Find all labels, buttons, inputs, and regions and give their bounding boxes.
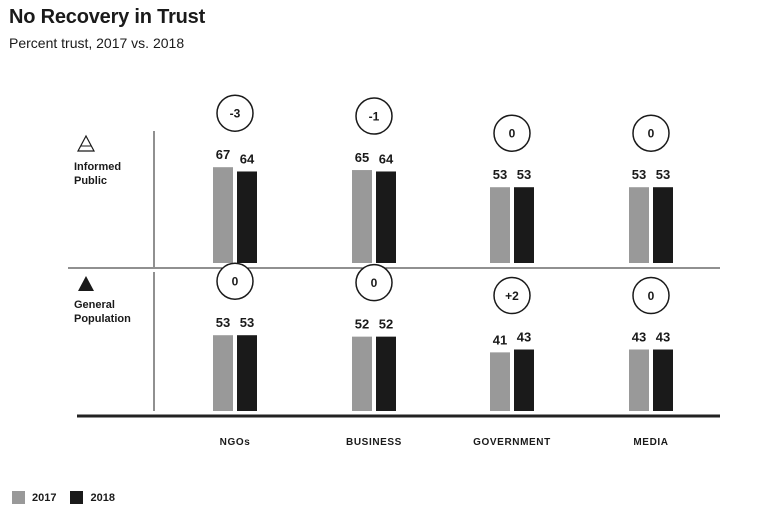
data-label-general-population-business-2017: 52	[355, 317, 369, 332]
data-label-informed-public-media-2018: 53	[656, 167, 670, 182]
bar-general-population-government-2017	[490, 352, 510, 411]
data-label-general-population-ngos-2018: 53	[240, 315, 254, 330]
bar-informed-public-business-2017	[352, 170, 372, 263]
data-label-informed-public-business-2018: 64	[379, 151, 394, 166]
legend-swatch-2017	[12, 491, 25, 504]
bar-general-population-media-2017	[629, 349, 649, 411]
bar-general-population-ngos-2017	[213, 335, 233, 411]
data-label-informed-public-media-2017: 53	[632, 167, 646, 182]
data-label-general-population-business-2018: 52	[379, 317, 393, 332]
category-label-media: MEDIA	[633, 437, 668, 448]
change-label-general-population-media: 0	[648, 289, 655, 303]
panel-label-informed-public: Informed Public	[74, 161, 121, 187]
data-label-informed-public-government-2017: 53	[493, 167, 507, 182]
change-bubble-informed-public-ngos	[216, 94, 254, 132]
change-label-informed-public-government: 0	[509, 127, 516, 141]
data-label-informed-public-ngos-2018: 64	[240, 151, 255, 166]
data-label-general-population-ngos-2017: 53	[216, 315, 230, 330]
change-bubble-general-population-ngos	[216, 262, 254, 300]
chart-title: No Recovery in Trust	[9, 6, 206, 28]
change-bubble-informed-public-media	[632, 114, 670, 152]
change-label-informed-public-media: 0	[648, 127, 655, 141]
change-label-informed-public-business: -1	[369, 110, 380, 124]
change-bubble-general-population-business	[355, 263, 393, 302]
category-label-ngos: NGOs	[220, 437, 251, 448]
bar-general-population-business-2018	[376, 336, 396, 411]
change-label-general-population-government: +2	[505, 289, 519, 303]
data-label-informed-public-government-2018: 53	[517, 167, 531, 182]
bar-informed-public-government-2017	[490, 187, 510, 263]
change-label-informed-public-ngos: -3	[230, 107, 241, 121]
data-label-general-population-media-2017: 43	[632, 330, 646, 345]
data-label-general-population-government-2017: 41	[493, 332, 507, 347]
change-bubble-informed-public-business	[355, 97, 393, 135]
panel-label-general-population: General Population	[74, 299, 131, 325]
bar-general-population-government-2018	[514, 349, 534, 411]
legend-swatch-2018	[70, 491, 84, 504]
legend-item-2017: 2017	[12, 491, 56, 504]
change-bubble-general-population-media	[632, 276, 670, 315]
bar-general-population-business-2017	[352, 336, 372, 411]
bar-informed-public-ngos-2018	[237, 171, 257, 263]
category-label-business: BUSINESS	[346, 437, 402, 448]
data-label-informed-public-ngos-2017: 67	[216, 147, 230, 162]
bar-informed-public-government-2018	[514, 187, 534, 263]
bar-general-population-media-2018	[653, 349, 673, 411]
legend-label-2017: 2017	[32, 491, 57, 504]
category-label-government: GOVERNMENT	[473, 437, 551, 448]
bar-informed-public-media-2017	[629, 187, 649, 263]
chart-subtitle: Percent trust, 2017 vs. 2018	[9, 35, 185, 51]
bar-general-population-ngos-2018	[237, 335, 257, 411]
change-bubble-informed-public-government	[493, 114, 531, 152]
change-label-general-population-ngos: 0	[232, 275, 239, 289]
triangle-filled-icon	[78, 276, 94, 291]
bar-informed-public-business-2018	[376, 171, 396, 263]
change-bubble-general-population-government	[493, 276, 531, 315]
data-label-general-population-government-2018: 43	[517, 330, 531, 345]
legend-label-2018: 2018	[90, 491, 115, 504]
legend-item-2018: 2018	[70, 491, 115, 504]
triangle-outline-icon	[77, 134, 95, 152]
change-label-general-population-business: 0	[371, 276, 378, 290]
legend: 2017 2018	[12, 491, 129, 504]
data-label-informed-public-business-2017: 65	[355, 150, 369, 165]
bar-informed-public-media-2018	[653, 187, 673, 263]
data-label-general-population-media-2018: 43	[656, 330, 670, 345]
bar-informed-public-ngos-2017	[213, 167, 233, 263]
